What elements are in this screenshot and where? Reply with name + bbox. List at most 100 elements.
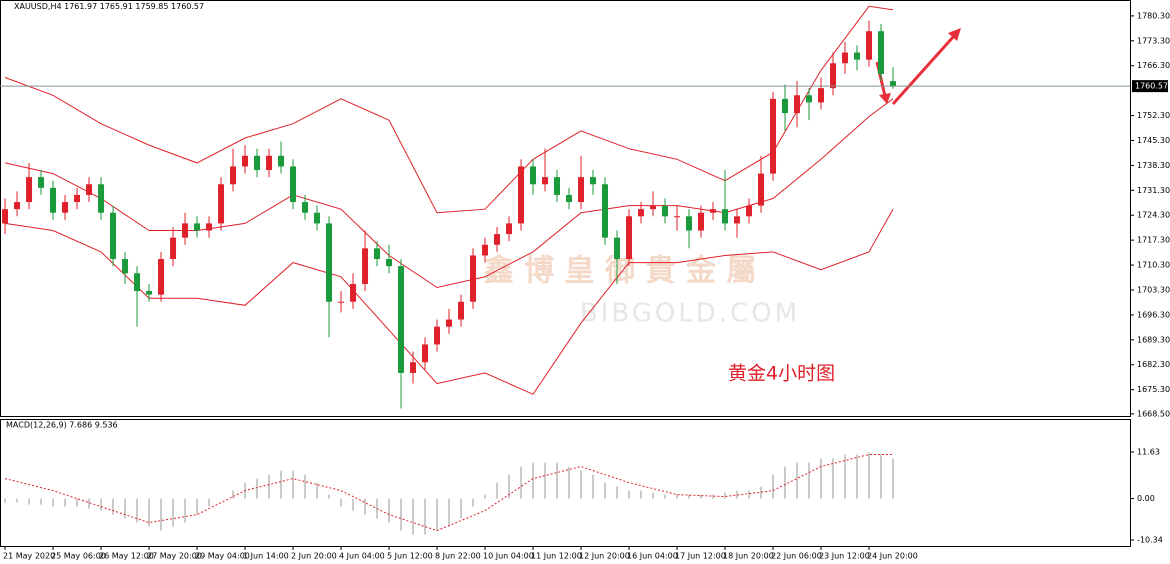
candle-body [614, 237, 621, 260]
close-value: 1760.57 [171, 2, 204, 11]
main-panel [0, 0, 1131, 417]
candle-body [758, 173, 765, 206]
bollinger-lower [4, 208, 894, 395]
annotation: 黄金4小时图 [728, 363, 835, 385]
y-tick-label: 1724.30 [1137, 211, 1170, 220]
low-value: 1759.85 [135, 2, 168, 11]
x-tick-label: 4 Jun 04:00 [339, 552, 385, 561]
y-tick-label: 1710.30 [1137, 261, 1170, 270]
candle-body [890, 81, 897, 87]
candle-body [830, 63, 837, 89]
candle-body [662, 205, 669, 217]
candle-body [446, 319, 453, 327]
candle-body [782, 98, 789, 114]
candle-body [134, 273, 141, 292]
candle-body [554, 177, 561, 195]
y-tick-label: 1682.30 [1137, 360, 1170, 369]
y-tick-label: 1703.30 [1137, 285, 1170, 294]
candle-body [98, 184, 105, 213]
candle-body [350, 283, 357, 302]
candle-body [770, 98, 777, 174]
x-tick-label: 11 Jun 12:00 [531, 552, 582, 561]
candle-body [38, 177, 45, 188]
y-tick-label: 1689.30 [1137, 335, 1170, 344]
x-tick-label: 25 May 06:00 [51, 552, 106, 561]
candle-body [314, 212, 321, 224]
candle-body [638, 209, 645, 217]
candle-body [686, 216, 693, 231]
x-tick-label: 16 Jun 04:00 [627, 552, 678, 561]
candle-body [86, 184, 93, 195]
candle-body [746, 205, 753, 217]
y-tick-label: 1766.30 [1137, 61, 1170, 70]
candle-body [542, 177, 549, 185]
candle-body [242, 155, 249, 167]
arrow-up [891, 34, 956, 106]
candle-body [326, 223, 333, 302]
x-tick-label: 23 Jun 12:00 [819, 552, 870, 561]
y-tick-label: 1738.30 [1137, 161, 1170, 170]
arrow-head [948, 28, 961, 41]
high-value: 1765.91 [100, 2, 133, 11]
candle-body [254, 155, 261, 171]
candle-body [434, 326, 441, 345]
watermark: 鑫 博 皇 御 貴 金 屬 [484, 254, 757, 289]
current-price-box [1132, 80, 1168, 93]
candle-body [722, 209, 729, 224]
bollinger-upper [4, 5, 894, 214]
y-tick-label: 1696.30 [1137, 310, 1170, 319]
candle-body [866, 31, 873, 60]
candle-body [482, 244, 489, 256]
candle-body [50, 187, 57, 213]
candle-body [194, 223, 201, 231]
bollinger-middle [4, 98, 894, 289]
macd-label: MACD(12,26,9) 7.686 9.536 [6, 421, 118, 430]
x-tick-label: 27 May 20:00 [147, 552, 202, 561]
candle-body [470, 255, 477, 302]
candle-body [506, 223, 513, 235]
candle-body [206, 223, 213, 231]
candle-body [62, 202, 69, 213]
candle-body [518, 166, 525, 224]
candle-body [674, 216, 681, 218]
x-tick-label: 10 Jun 04:00 [483, 552, 534, 561]
candle-body [602, 184, 609, 238]
candle-body [182, 223, 189, 238]
candle-body [422, 344, 429, 363]
y-tick-label: 1668.50 [1137, 409, 1170, 418]
ohlc-header: XAUUSD,H4 1761.97 1765.91 1759.85 1760.5… [14, 2, 204, 11]
x-tick-label: 12 Jun 20:00 [579, 552, 630, 561]
x-tick-label: 22 Jun 06:00 [771, 552, 822, 561]
current-price-label: 1760.57 [1135, 82, 1168, 91]
open-value: 1761.97 [64, 2, 97, 11]
candle-body [398, 266, 405, 373]
x-tick-label: 8 Jun 22:00 [435, 552, 481, 561]
y-tick-label: 1731.30 [1137, 186, 1170, 195]
candle-body [2, 209, 9, 224]
candle-body [146, 291, 153, 295]
candle-body [362, 248, 369, 284]
candle-body [410, 362, 417, 373]
candle-body [854, 52, 861, 60]
y-tick-label: 1745.30 [1137, 136, 1170, 145]
candle-body [338, 301, 345, 303]
macd-panel [0, 419, 1131, 547]
x-tick-label: 26 May 12:00 [99, 552, 154, 561]
candle-body [530, 166, 537, 185]
candle-body [290, 166, 297, 203]
candle-body [74, 194, 81, 203]
watermark: BIBGOLD.COM [580, 299, 800, 329]
candle-body [566, 194, 573, 203]
candle-body [14, 202, 21, 210]
candle-body [626, 216, 633, 260]
symbol: XAUUSD,H4 [14, 2, 62, 11]
x-tick-label: 2 Jun 20:00 [291, 552, 337, 561]
x-tick-label: 29 May 04:00 [195, 552, 250, 561]
candle-body [494, 234, 501, 245]
x-tick-label: 18 Jun 20:00 [723, 552, 774, 561]
macd-y-tick-label: -10.34 [1137, 536, 1163, 545]
candle-body [374, 248, 381, 260]
macd-y-tick-label: 11.63 [1137, 448, 1160, 457]
candle-body [266, 155, 273, 171]
